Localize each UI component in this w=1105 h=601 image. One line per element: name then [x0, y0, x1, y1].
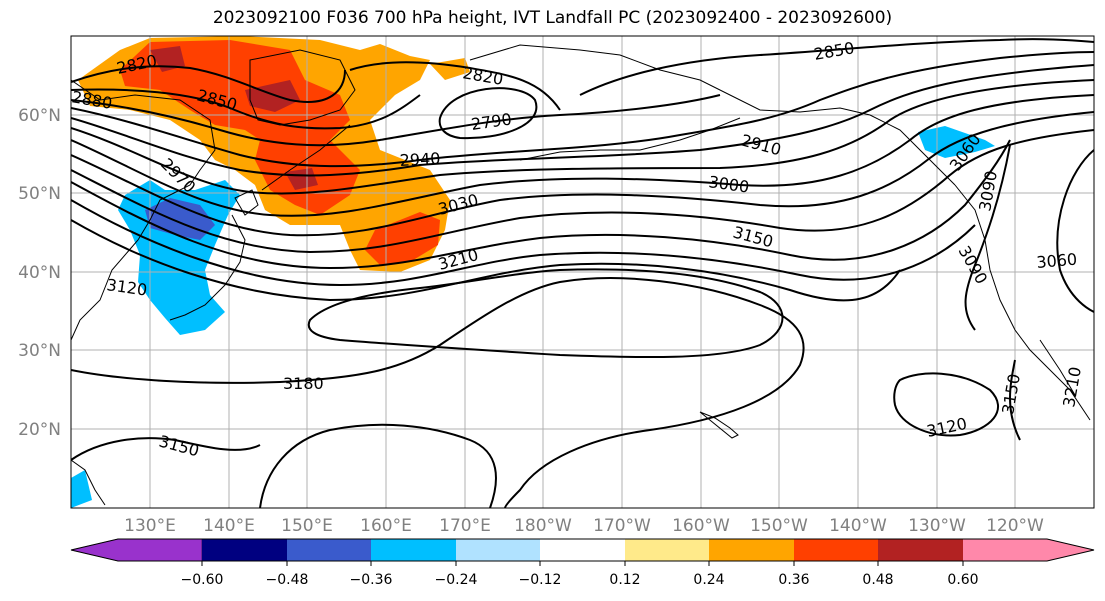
lon-label-170w: 170°W [593, 516, 651, 536]
lon-label-120w: 120°W [986, 516, 1044, 536]
colorbar-tick-label-5: −0.12 [519, 572, 562, 588]
colorbar-segment-6 [540, 539, 625, 561]
coastline-asia-east [71, 79, 216, 341]
contour-3210 [307, 268, 784, 359]
colorbar-tick-label-4: −0.24 [435, 572, 478, 588]
gridlines [71, 36, 1094, 508]
ivt-positive-darkred-patch-north [245, 80, 300, 112]
contour-2970 [71, 79, 1094, 195]
colorbar-tick-label-10: 0.60 [947, 572, 978, 588]
lon-label-150e: 150°E [281, 516, 333, 536]
map-panel: 2820 2820 2850 2850 2880 2790 2910 2940 … [70, 35, 1095, 509]
ivt-positive-darkred-patch-center [285, 168, 318, 190]
coastlines [71, 44, 1091, 506]
contour-2910 [71, 51, 1094, 168]
colorbar-outline [70, 538, 1095, 562]
contour-2940 [71, 64, 1094, 177]
contour-3000 [71, 94, 1094, 217]
lon-label-140w: 140°W [829, 516, 887, 536]
lat-label-50n: 50°N [18, 184, 61, 204]
lat-labels: 60°N 50°N 40°N 30°N 20°N [18, 106, 61, 440]
colorbar-segment-10 [878, 539, 963, 561]
lon-label-170e: 170°E [439, 516, 491, 536]
coastline-japan [169, 214, 246, 321]
coastline-northamerica-west [954, 184, 1091, 421]
ivt-positive-red-patch-south [365, 212, 440, 265]
contour-3030 [71, 111, 1094, 237]
colorbar-segment-9 [794, 539, 878, 561]
coastline-hokkaido [234, 189, 259, 216]
colorbar-segment-3 [287, 539, 371, 561]
colorbar-segment-4 [371, 539, 456, 561]
contour-2850-east [579, 38, 1094, 96]
contour-label-2940: 2940 [399, 149, 441, 170]
contour-2880 [71, 94, 721, 147]
contour-3060-east [1056, 149, 1094, 313]
lon-labels: 130°E 140°E 150°E 160°E 170°E 180°W 170°… [124, 516, 1044, 536]
coastline-philippines [71, 459, 106, 506]
contour-label-3060-east: 3060 [1036, 250, 1078, 272]
colorbar-segment-7 [625, 539, 709, 561]
contour-2850-west [71, 88, 421, 130]
contour-3090-east [964, 144, 1011, 331]
lon-label-130w: 130°W [908, 516, 966, 536]
coastline-kamchatka [249, 49, 356, 126]
colorbar-segment-1 [70, 538, 203, 562]
lat-label-40n: 40°N [18, 263, 61, 283]
contour-3180 [71, 277, 805, 508]
contour-2820-east [349, 61, 561, 111]
lat-label-60n: 60°N [18, 106, 61, 126]
colorbar-tick-label-1: −0.60 [181, 572, 224, 588]
lon-label-150w: 150°W [750, 516, 808, 536]
contour-3150-north [71, 219, 901, 302]
colorbar-segment-11 [963, 539, 1094, 561]
lon-label-130e: 130°E [124, 516, 176, 536]
map-title: 2023092100 F036 700 hPa height, IVT Land… [212, 8, 893, 28]
contour-3060-north [71, 129, 1094, 254]
contour-3120-north [71, 199, 976, 287]
colorbar-tick-label-2: −0.48 [266, 572, 309, 588]
coastline-baja [1039, 339, 1076, 396]
contour-3120-south [893, 372, 1000, 437]
colorbar-segment-2 [202, 539, 287, 561]
contour-label-3180: 3180 [283, 374, 324, 393]
lon-label-160e: 160°E [360, 516, 412, 536]
colorbar-tick-label-9: 0.48 [862, 572, 893, 588]
contour-3090-north [71, 139, 1011, 270]
colorbar-tick-label-6: 0.12 [609, 572, 640, 588]
colorbar-tick-label-8: 0.36 [778, 572, 809, 588]
contour-2820-west [71, 65, 346, 103]
colorbar-tick-label-7: 0.24 [693, 572, 724, 588]
lon-label-160w: 160°W [672, 516, 730, 536]
lat-label-30n: 30°N [18, 341, 61, 361]
colorbar-tick-label-3: −0.36 [350, 572, 393, 588]
lon-label-180w: 180°W [514, 516, 572, 536]
contour-3150-south [71, 437, 261, 461]
contour-2790 [438, 87, 538, 140]
colorbar: −0.60 −0.48 −0.36 −0.24 −0.12 0.12 0.24 … [70, 538, 1095, 588]
coastline-kuril-islands [261, 124, 351, 191]
colorbar-segment-5 [456, 539, 540, 561]
lon-label-140e: 140°E [203, 516, 255, 536]
contour-3150-east [1009, 359, 1021, 441]
height-contours [71, 38, 1094, 508]
colorbar-ticks [201, 561, 964, 566]
ivt-negative-cyan-patch-southwest [71, 470, 92, 508]
lat-label-20n: 20°N [18, 420, 61, 440]
map-frame [70, 35, 1095, 509]
coastline-alaska [469, 44, 956, 186]
contour-inner-south [259, 423, 497, 508]
colorbar-segment-8 [709, 539, 794, 561]
ivt-shading [71, 36, 995, 508]
